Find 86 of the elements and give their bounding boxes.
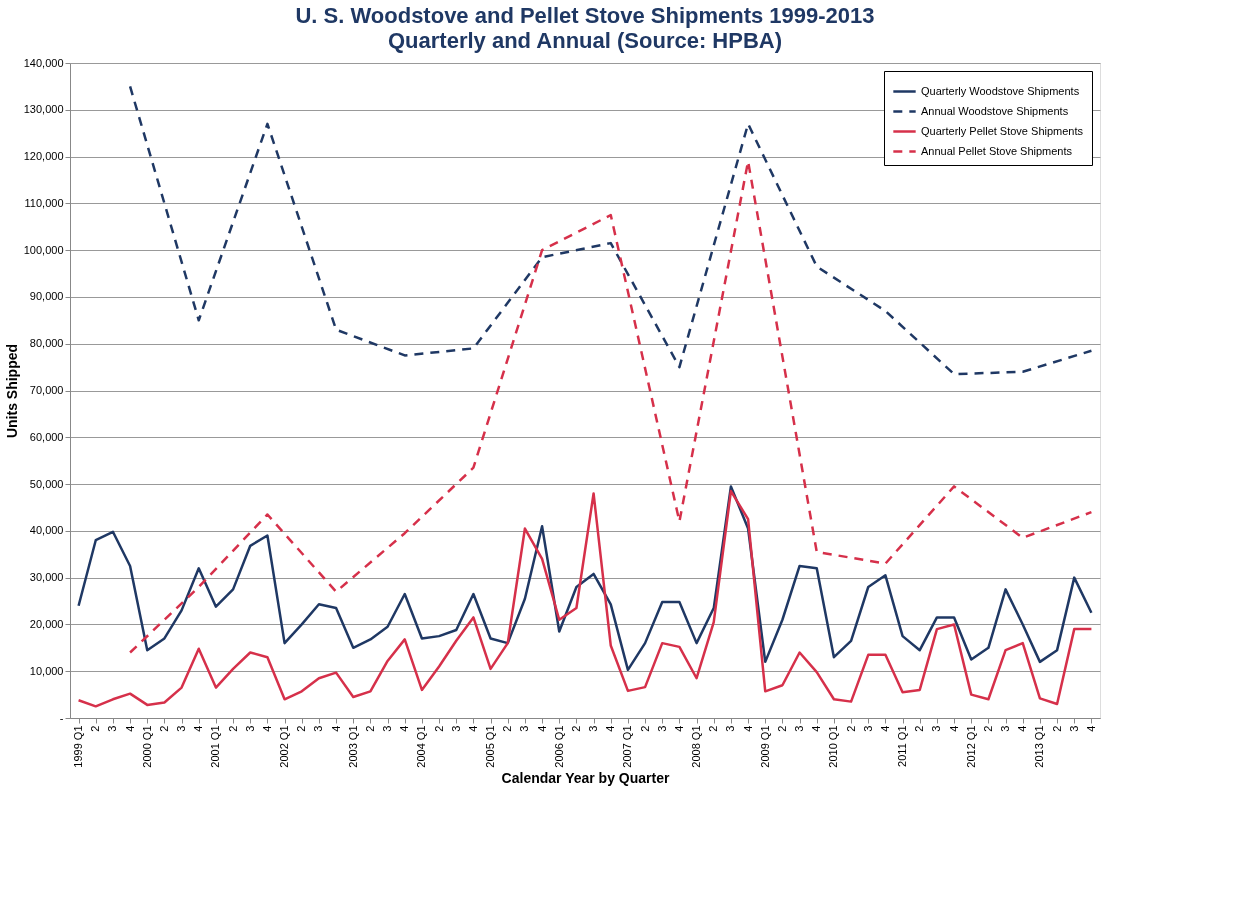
x-tick-label: 2: [775, 725, 788, 732]
x-tick-label: 2001 Q1: [209, 725, 222, 768]
line-series: [77, 485, 1093, 672]
x-tick-label: 2: [157, 725, 170, 732]
x-tick-label: 2: [226, 725, 239, 732]
x-tick-label: 4: [1016, 725, 1029, 732]
x-tick-label: 2006 Q1: [552, 725, 565, 768]
x-tick-label: 2: [707, 725, 720, 732]
x-tick-label: 3: [106, 725, 119, 732]
y-tick-label: 80,000: [29, 337, 64, 350]
x-tick-label: 2: [1050, 725, 1063, 732]
legend-label: Annual Pellet Stove Shipments: [921, 144, 1073, 157]
y-tick-label: 20,000: [29, 617, 64, 630]
x-tick-label: 3: [518, 725, 531, 732]
x-tick-label: 2: [638, 725, 651, 732]
x-tick-label: 2: [501, 725, 514, 732]
x-tick-label: 2005 Q1: [484, 725, 497, 768]
x-tick-label: 4: [535, 725, 548, 732]
x-tick-label: 2009 Q1: [758, 725, 771, 768]
x-tick-label: 2: [913, 725, 926, 732]
x-tick-label: 2007 Q1: [621, 725, 634, 768]
y-axis-title: Units Shipped: [3, 343, 20, 439]
y-tick-label: 70,000: [29, 384, 64, 396]
x-axis-title: Calendar Year by Quarter: [501, 769, 670, 786]
x-tick-label: 4: [741, 725, 754, 732]
x-tick-label: 2012 Q1: [964, 725, 977, 768]
x-tick-label: 4: [1084, 725, 1097, 732]
x-tick-label: 4: [466, 725, 479, 732]
x-tick-label: 3: [312, 725, 325, 732]
x-tick-label: 3: [587, 725, 600, 732]
chart-subtitle: Quarterly and Annual (Source: HPBA): [387, 28, 783, 53]
x-tick-label: 3: [793, 725, 806, 732]
x-tick-label: 3: [724, 725, 737, 732]
y-tick-label: 110,000: [24, 196, 64, 209]
x-tick-label: 3: [449, 725, 462, 732]
x-tick-label: 2013 Q1: [1033, 725, 1046, 768]
x-tick-label: 2: [295, 725, 308, 732]
x-tick-label: 4: [398, 725, 411, 732]
x-tick-label: 3: [1067, 725, 1080, 732]
x-tick-label: 4: [947, 725, 960, 732]
x-tick-label: 2: [981, 725, 994, 732]
x-tick-label: 3: [861, 725, 874, 732]
x-tick-label: 4: [878, 725, 891, 732]
x-tick-label: 4: [604, 725, 617, 732]
x-tick-label: 4: [192, 725, 205, 732]
x-tick-label: 4: [123, 725, 136, 732]
x-tick-label: 4: [260, 725, 273, 732]
y-tick-label: 10,000: [29, 664, 64, 677]
chart-title: U. S. Woodstove and Pellet Stove Shipments 1999-2013: [295, 3, 875, 28]
y-tick-label: 90,000: [29, 290, 64, 303]
x-tick-label: 2002 Q1: [278, 725, 291, 768]
x-tick-label: 3: [655, 725, 668, 732]
x-tick-label: 2008 Q1: [690, 725, 703, 768]
y-tick-label: 50,000: [29, 477, 64, 490]
y-tick-label: 100,000: [23, 243, 64, 256]
line-series: [77, 489, 1093, 708]
y-tick-label: 120,000: [23, 150, 64, 163]
x-tick-label: 2011 Q1: [896, 725, 909, 767]
x-tick-label: 4: [672, 725, 685, 732]
x-tick-label: 3: [930, 725, 943, 732]
x-tick-label: 2010 Q1: [827, 725, 840, 768]
x-tick-label: 2: [432, 725, 445, 732]
y-tick-label: 60,000: [29, 430, 64, 443]
y-tick-label: 40,000: [29, 524, 64, 537]
x-tick-label: 2: [363, 725, 376, 732]
line-series: [128, 85, 1093, 376]
x-tick-label: 3: [243, 725, 256, 732]
y-tick-label: 130,000: [23, 103, 64, 116]
y-tick-label: -: [59, 711, 64, 724]
x-tick-label: 2004 Q1: [415, 725, 428, 768]
legend-label: Annual Woodstove Shipments: [921, 104, 1069, 117]
y-tick-label: 30,000: [29, 571, 64, 584]
legend-label: Quarterly Pellet Stove Shipments: [921, 124, 1084, 137]
x-tick-label: 3: [175, 725, 188, 732]
x-tick-label: 2003 Q1: [346, 725, 359, 768]
x-tick-label: 3: [381, 725, 394, 732]
x-tick-label: 1999 Q1: [72, 725, 85, 768]
x-tick-label: 4: [329, 725, 342, 732]
x-tick-label: 2000 Q1: [140, 725, 153, 768]
x-tick-label: 2: [89, 725, 102, 732]
x-tick-label: 3: [999, 725, 1012, 732]
x-tick-label: 2: [844, 725, 857, 732]
x-tick-label: 4: [810, 725, 823, 732]
legend-label: Quarterly Woodstove Shipments: [921, 84, 1080, 97]
x-tick-label: 2: [569, 725, 582, 732]
y-tick-label: 140,000: [23, 56, 64, 69]
